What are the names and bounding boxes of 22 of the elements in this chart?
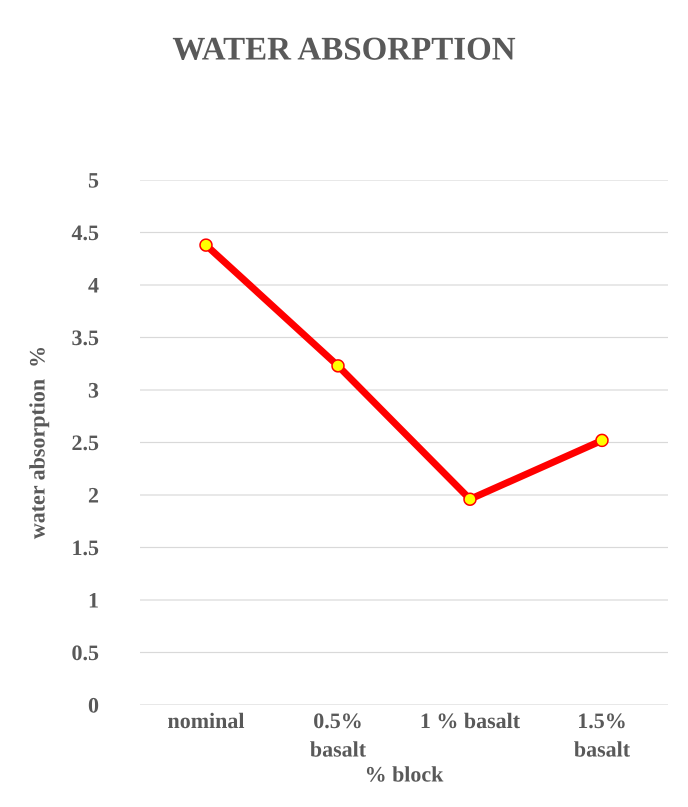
x-tick-label: nominal <box>167 708 245 733</box>
point <box>595 434 609 448</box>
y-tick-label: 4 <box>88 272 99 298</box>
x-axis-title: % block <box>364 762 444 787</box>
y-tick-label: 1.5 <box>72 535 99 560</box>
point <box>199 238 213 252</box>
y-tick-label: 5 <box>88 168 99 193</box>
chart-title: WATER ABSORPTION <box>172 31 516 68</box>
x-tick-label: 0.5% basalt <box>310 708 367 762</box>
y-tick-label: 0 <box>88 692 99 718</box>
y-tick-label: 3.5 <box>72 325 99 350</box>
x-tick-label: 1 % basalt <box>420 708 521 733</box>
y-tick-label: 2.5 <box>72 430 99 456</box>
y-axis-title: water absorption % <box>24 346 50 540</box>
point <box>463 492 477 506</box>
y-tick-label: 3 <box>88 378 99 403</box>
y-tick-label: 2 <box>88 482 99 508</box>
y-tick-label: 1 <box>88 588 99 613</box>
x-tick-label: 1.5% basalt <box>574 708 631 762</box>
point <box>331 359 345 373</box>
y-tick-label: 0.5 <box>72 640 99 666</box>
y-tick-label: 4.5 <box>72 220 99 246</box>
